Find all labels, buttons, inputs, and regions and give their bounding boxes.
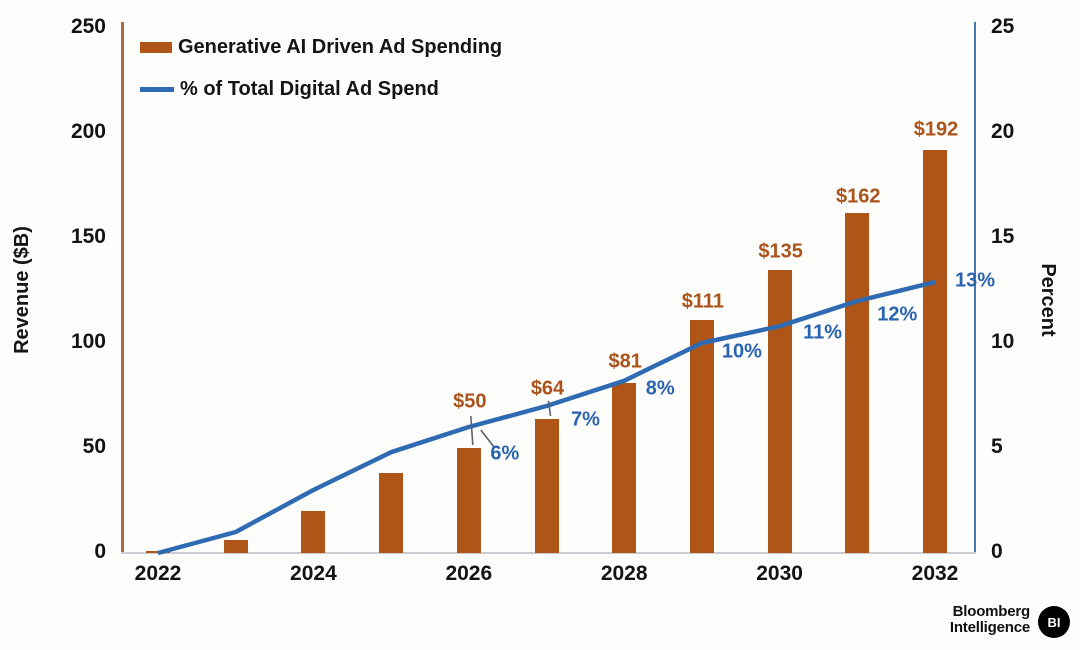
left-axis-tick-label: 250 [70, 15, 106, 38]
bi-logo-icon: BI [1038, 606, 1070, 638]
x-axis-tick-label: 2032 [911, 562, 959, 585]
bar-2025 [379, 473, 404, 553]
x-axis-tick-label: 2024 [290, 562, 337, 585]
legend-item-bar-series: Generative AI Driven Ad Spending [140, 26, 502, 68]
right-axis-tick-label: 25 [991, 15, 1015, 38]
bar-2022 [146, 550, 170, 553]
bar-value-label-2032: $192 [913, 118, 959, 141]
legend: Generative AI Driven Ad Spending % of To… [140, 26, 502, 110]
legend-item-line-series: % of Total Digital Ad Spend [140, 68, 502, 110]
bar-value-label-2026: $50 [453, 390, 487, 413]
left-axis-tick-label: 0 [94, 540, 106, 563]
percent-label-2031: 12% [877, 303, 918, 326]
right-axis-tick-label: 15 [991, 225, 1015, 248]
left-axis-spine [121, 22, 124, 553]
bar-value-label-2030: $135 [758, 240, 803, 262]
bar-2032 [923, 149, 947, 553]
bar-2023 [223, 540, 248, 553]
credit-line2: Intelligence [949, 619, 1030, 637]
right-axis-spine [974, 22, 976, 553]
bar-2028 [612, 382, 637, 553]
percent-label-2027: 7% [571, 408, 600, 431]
percent-label-2026: 6% [490, 442, 520, 465]
legend-label-bar-series: Generative AI Driven Ad Spending [178, 35, 503, 58]
x-axis-tick-label: 2030 [756, 562, 803, 585]
label-leader-line [547, 400, 552, 417]
right-axis-tick-label: 10 [991, 330, 1015, 353]
bar-value-label-2027: $64 [530, 377, 565, 400]
right-axis-tick-label: 5 [991, 435, 1003, 458]
label-leader-line [470, 415, 474, 446]
bar-value-label-2028: $81 [608, 350, 642, 373]
bar-2030 [767, 269, 792, 553]
right-axis-title: Percent [1037, 263, 1059, 337]
bar-2031 [845, 212, 870, 553]
credit-bloomberg-intelligence: Bloomberg Intelligence [880, 603, 1031, 637]
bar-value-label-2029: $111 [681, 290, 725, 313]
right-axis-tick-label: 20 [991, 120, 1015, 143]
percent-label-2029: 10% [721, 340, 762, 363]
percent-label-2032: 13% [954, 269, 996, 292]
bar-2024 [301, 511, 326, 553]
percent-label-2030: 11% [803, 321, 843, 344]
bar-2029 [689, 319, 714, 553]
left-axis-title: Revenue ($B) [11, 226, 33, 354]
left-axis-tick-label: 150 [70, 225, 106, 248]
bar-series-swatch-icon [140, 41, 172, 53]
bar-value-label-2031: $162 [836, 185, 881, 208]
left-axis-tick-label: 200 [70, 120, 106, 143]
bar-2027 [534, 418, 559, 553]
left-axis-tick-label: 100 [70, 330, 106, 353]
bar-2026 [456, 448, 481, 553]
line-series-swatch-icon [140, 86, 174, 92]
x-axis-tick-label: 2028 [600, 562, 648, 585]
percent-label-2028: 8% [645, 377, 675, 400]
x-axis-tick-label: 2026 [445, 562, 493, 585]
right-axis-tick-label: 0 [991, 540, 1003, 563]
legend-label-line-series: % of Total Digital Ad Spend [180, 77, 439, 100]
left-axis-tick-label: 50 [82, 435, 106, 458]
credit-line1: Bloomberg [952, 603, 1031, 620]
x-axis-tick-label: 2022 [134, 562, 182, 585]
